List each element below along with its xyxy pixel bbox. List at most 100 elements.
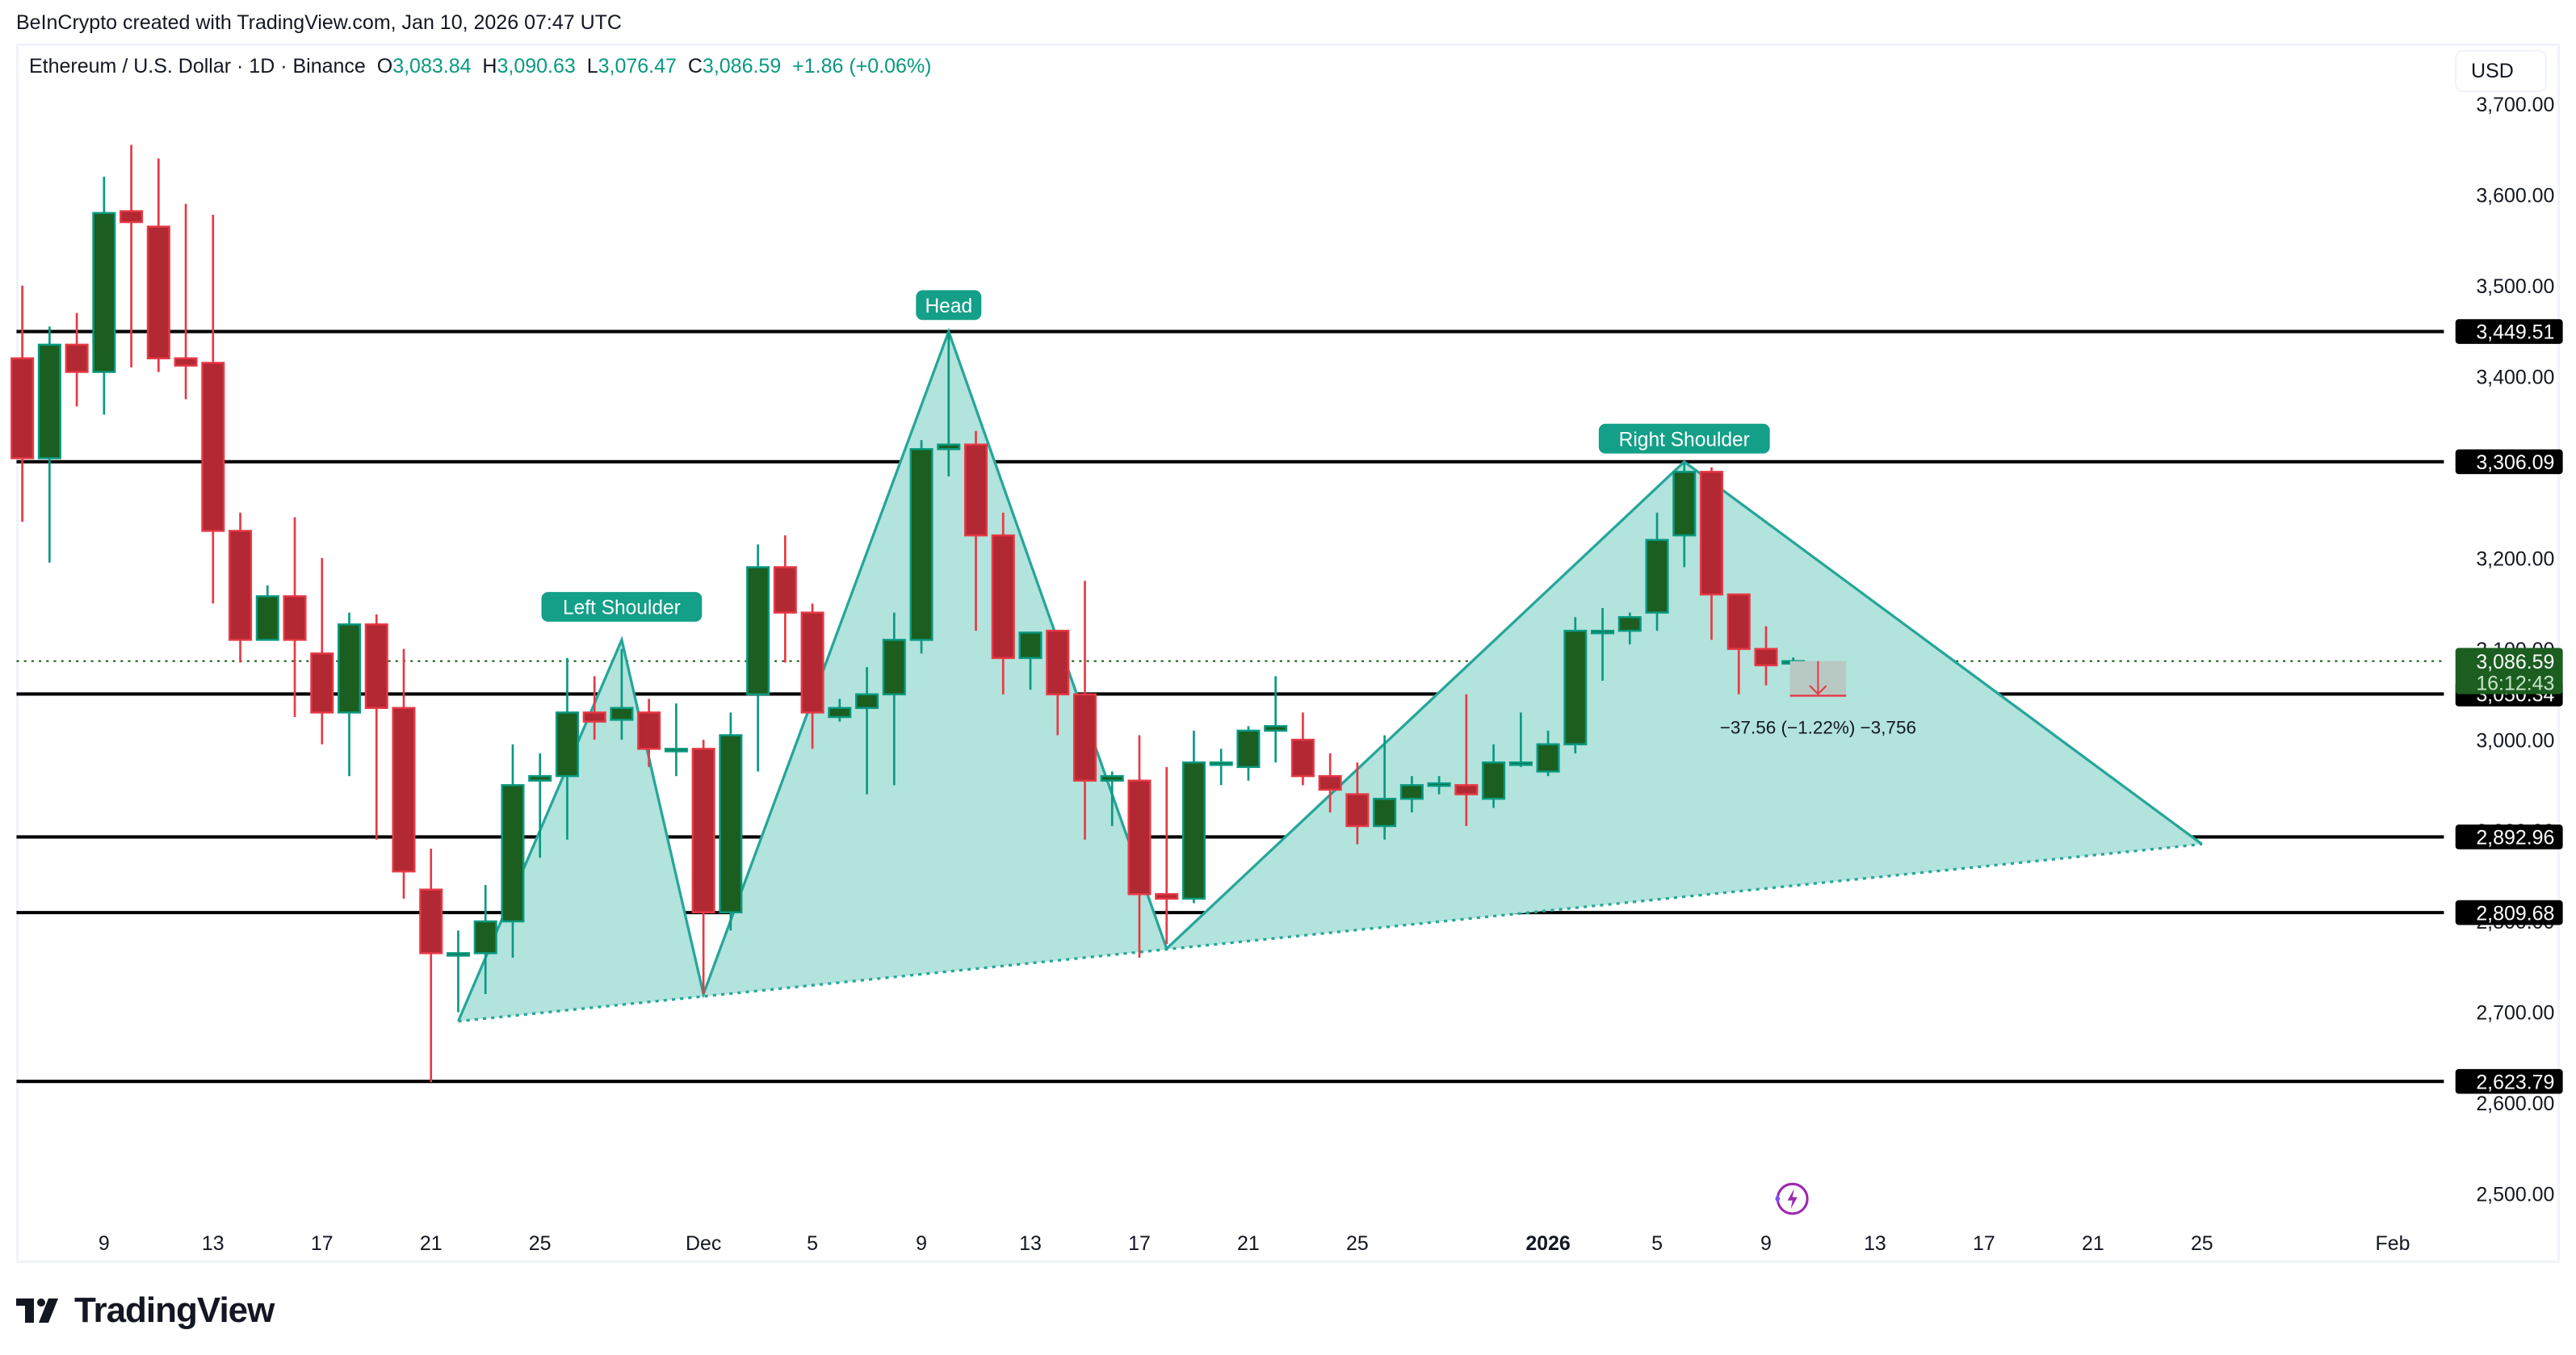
bullish-candle[interactable] <box>882 612 906 786</box>
bullish-candle[interactable] <box>1536 730 1560 777</box>
bullish-candle[interactable] <box>1399 776 1424 813</box>
bullish-candle[interactable] <box>1181 730 1206 904</box>
bullish-candle[interactable] <box>37 326 61 563</box>
bearish-candle[interactable] <box>229 512 253 663</box>
bullish-candle[interactable] <box>1482 744 1506 808</box>
bullish-candle[interactable] <box>1018 631 1043 690</box>
time-tick-label: Dec <box>686 1232 721 1255</box>
bullish-candle[interactable] <box>528 753 552 858</box>
tradingview-logo: TradingView <box>16 1290 275 1331</box>
bearish-candle[interactable] <box>1072 581 1097 840</box>
bullish-candle[interactable] <box>92 176 116 415</box>
bullish-candle[interactable] <box>1236 726 1261 781</box>
time-tick-label: 2026 <box>1525 1232 1570 1255</box>
bearish-candle[interactable] <box>392 648 416 899</box>
bullish-candle[interactable] <box>1209 749 1233 786</box>
bearish-candle[interactable] <box>10 285 35 522</box>
bearish-candle[interactable] <box>146 158 170 372</box>
candle-body <box>174 357 198 367</box>
bearish-candle[interactable] <box>691 740 715 994</box>
time-tick-label: 25 <box>1346 1232 1369 1255</box>
bearish-candle[interactable] <box>991 512 1015 694</box>
bullish-candle[interactable] <box>473 885 497 994</box>
bearish-candle[interactable] <box>364 614 388 840</box>
bearish-candle[interactable] <box>800 603 824 749</box>
time-tick-label: 5 <box>1651 1232 1663 1255</box>
bearish-candle[interactable] <box>1127 735 1152 959</box>
bearish-candle[interactable] <box>1345 762 1370 845</box>
bearish-candle[interactable] <box>174 203 198 400</box>
bearish-candle[interactable] <box>637 698 661 767</box>
bullish-candle[interactable] <box>1672 463 1697 568</box>
candle-body <box>1318 774 1342 791</box>
candle-body <box>10 357 35 459</box>
neckline-dotted[interactable] <box>458 842 2202 1023</box>
level-label-bg <box>2455 319 2563 344</box>
bearish-candle[interactable] <box>1318 753 1342 813</box>
bullish-candle[interactable] <box>664 703 688 777</box>
bullish-candle[interactable] <box>1508 712 1533 767</box>
bullish-candle[interactable] <box>446 930 470 1013</box>
label-text: Left Shoulder <box>563 598 681 619</box>
bearish-candle[interactable] <box>120 145 144 367</box>
countdown-text: 16:12:43 <box>2476 672 2554 694</box>
symbol-name[interactable]: Ethereum / U.S. Dollar · 1D · Binance <box>29 55 366 78</box>
lightning-events-icon[interactable] <box>1775 1182 1809 1215</box>
bullish-candle[interactable] <box>337 612 362 777</box>
bullish-candle[interactable] <box>719 712 743 931</box>
credit-text: BeInCrypto created with TradingView.com,… <box>16 11 622 34</box>
price-range-measure[interactable]: −37.56 (−1.22%) −3,756 <box>1720 661 1916 738</box>
bearish-candle[interactable] <box>1046 629 1070 736</box>
bullish-candle[interactable] <box>555 657 579 840</box>
bullish-candle[interactable] <box>1264 676 1288 763</box>
bearish-candle[interactable] <box>310 558 334 745</box>
bearish-candle[interactable] <box>419 849 443 1083</box>
candle-body <box>1018 631 1043 660</box>
bullish-candle[interactable] <box>1645 512 1669 631</box>
candle-body <box>1046 629 1070 696</box>
bearish-candle[interactable] <box>1699 467 1724 640</box>
bullish-candle[interactable] <box>855 667 879 795</box>
currency-button[interactable]: USD <box>2455 50 2547 92</box>
bullish-candle[interactable] <box>255 585 279 641</box>
bearish-candle[interactable] <box>773 535 797 663</box>
bullish-candle[interactable] <box>1591 608 1615 681</box>
candle-body <box>1290 738 1315 778</box>
bullish-candle[interactable] <box>937 330 961 476</box>
candle-body <box>283 595 307 641</box>
open-label: O <box>376 55 393 78</box>
bearish-candle[interactable] <box>1454 694 1479 826</box>
candle-body <box>37 343 61 459</box>
candle-body <box>1127 779 1152 896</box>
candle-body <box>1454 784 1479 795</box>
bearish-candle[interactable] <box>283 517 307 717</box>
bullish-candle[interactable] <box>1563 617 1588 753</box>
bullish-candle[interactable] <box>1373 735 1397 840</box>
candle-body <box>501 784 525 923</box>
bullish-candle[interactable] <box>828 698 852 722</box>
candle-body <box>1754 648 1778 667</box>
bearish-candle[interactable] <box>201 215 225 604</box>
time-tick-label: 13 <box>202 1232 224 1255</box>
bullish-candle[interactable] <box>746 544 770 772</box>
candle-body <box>1264 724 1288 732</box>
time-tick-label: 13 <box>1019 1232 1042 1255</box>
candle-body <box>937 443 961 451</box>
bearish-candle[interactable] <box>1290 712 1315 786</box>
bullish-candle[interactable] <box>909 439 933 654</box>
bullish-candle[interactable] <box>1100 771 1124 826</box>
bearish-candle[interactable] <box>964 430 988 631</box>
bearish-candle[interactable] <box>65 313 89 407</box>
bearish-candle[interactable] <box>1155 766 1179 945</box>
bullish-candle[interactable] <box>501 744 525 959</box>
price-tick-label: 3,700.00 <box>2476 94 2554 116</box>
bullish-candle[interactable] <box>1617 612 1642 645</box>
bearish-candle[interactable] <box>1754 626 1778 686</box>
bearish-candle[interactable] <box>1726 593 1751 694</box>
bullish-candle[interactable] <box>610 648 634 740</box>
bullish-candle[interactable] <box>1427 776 1451 795</box>
bearish-candle[interactable] <box>582 676 606 740</box>
